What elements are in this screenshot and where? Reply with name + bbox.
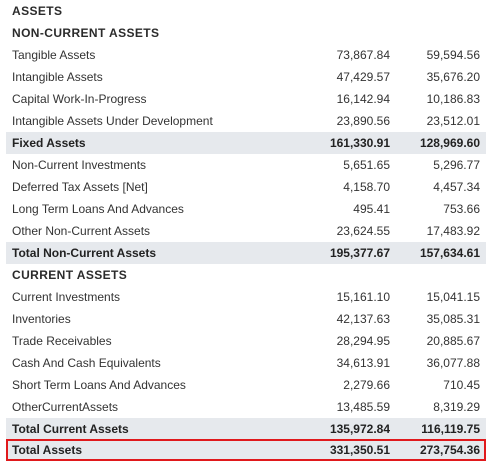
row-value-col2: 59,594.56 (426, 48, 480, 62)
row-value-col2: 5,296.77 (433, 158, 480, 172)
row-label: Tangible Assets (12, 48, 96, 62)
table-row-total-current-assets: Total Current Assets 135,972.84 116,119.… (6, 418, 486, 440)
row-label: Deferred Tax Assets [Net] (12, 180, 148, 194)
table-row-intangible-assets: Intangible Assets 47,429.57 35,676.20 (6, 66, 486, 88)
row-value-col2: 15,041.15 (426, 290, 480, 304)
table-row-current-investments: Current Investments 15,161.10 15,041.15 (6, 286, 486, 308)
row-value-col2: 116,119.75 (421, 422, 480, 436)
table-row-inventories: Inventories 42,137.63 35,085.31 (6, 308, 486, 330)
row-label: Fixed Assets (12, 136, 86, 150)
table-row-long-term-loans: Long Term Loans And Advances 495.41 753.… (6, 198, 486, 220)
table-row-fixed-assets: Fixed Assets 161,330.91 128,969.60 (6, 132, 486, 154)
row-value-col2: 10,186.83 (426, 92, 480, 106)
row-value-col1: 23,890.56 (336, 114, 390, 128)
row-label: Total Current Assets (12, 422, 129, 436)
table-row-tangible-assets: Tangible Assets 73,867.84 59,594.56 (6, 44, 486, 66)
row-value-col1: 42,137.63 (336, 312, 390, 326)
row-label: Trade Receivables (12, 334, 112, 348)
table-row-other-non-current-assets: Other Non-Current Assets 23,624.55 17,48… (6, 220, 486, 242)
row-label: Cash And Cash Equivalents (12, 356, 161, 370)
table-row-total-assets-highlighted: Total Assets 331,350.51 273,754.36 (6, 439, 486, 461)
non-current-assets-heading-row: NON-CURRENT ASSETS (6, 22, 486, 44)
row-value-col2: 273,754.36 (419, 443, 480, 457)
row-value-col1: 4,158.70 (343, 180, 390, 194)
row-value-col1: 16,142.94 (336, 92, 390, 106)
table-row-capital-wip: Capital Work-In-Progress 16,142.94 10,18… (6, 88, 486, 110)
table-row-non-current-investments: Non-Current Investments 5,651.65 5,296.7… (6, 154, 486, 176)
row-value-col1: 495.41 (353, 202, 390, 216)
row-label: Intangible Assets Under Development (12, 114, 213, 128)
row-value-col2: 8,319.29 (433, 400, 480, 414)
non-current-assets-heading: NON-CURRENT ASSETS (12, 26, 160, 40)
row-value-col2: 20,885.67 (426, 334, 480, 348)
table-row-cash-equivalents: Cash And Cash Equivalents 34,613.91 36,0… (6, 352, 486, 374)
row-value-col2: 4,457.34 (433, 180, 480, 194)
row-value-col1: 161,330.91 (329, 136, 390, 150)
row-value-col1: 15,161.10 (336, 290, 390, 304)
row-label: Inventories (12, 312, 71, 326)
row-value-col1: 34,613.91 (336, 356, 390, 370)
row-value-col1: 73,867.84 (336, 48, 390, 62)
row-value-col1: 331,350.51 (329, 443, 390, 457)
row-value-col1: 5,651.65 (343, 158, 390, 172)
row-label: Other Non-Current Assets (12, 224, 151, 238)
row-value-col2: 157,634.61 (419, 246, 480, 260)
table-row-short-term-loans: Short Term Loans And Advances 2,279.66 7… (6, 374, 486, 396)
current-assets-heading-row: CURRENT ASSETS (6, 264, 486, 286)
row-label: Short Term Loans And Advances (12, 378, 186, 392)
row-label: Intangible Assets (12, 70, 103, 84)
row-label: Capital Work-In-Progress (12, 92, 147, 106)
table-row-deferred-tax-assets: Deferred Tax Assets [Net] 4,158.70 4,457… (6, 176, 486, 198)
row-value-col2: 753.66 (443, 202, 480, 216)
table-row-trade-receivables: Trade Receivables 28,294.95 20,885.67 (6, 330, 486, 352)
row-value-col2: 36,077.88 (426, 356, 480, 370)
row-value-col1: 23,624.55 (336, 224, 390, 238)
assets-heading-row: ASSETS (6, 0, 486, 22)
row-value-col2: 17,483.92 (426, 224, 480, 238)
row-value-col1: 28,294.95 (336, 334, 390, 348)
row-label: Total Assets (12, 443, 83, 457)
row-value-col1: 13,485.59 (336, 400, 390, 414)
table-row-total-non-current-assets: Total Non-Current Assets 195,377.67 157,… (6, 242, 486, 264)
table-row-other-current-assets: OtherCurrentAssets 13,485.59 8,319.29 (6, 396, 486, 418)
row-label: Long Term Loans And Advances (12, 202, 184, 216)
current-assets-heading: CURRENT ASSETS (12, 268, 128, 282)
assets-heading: ASSETS (12, 4, 63, 18)
row-label: Current Investments (12, 290, 121, 304)
row-label: Non-Current Investments (12, 158, 147, 172)
table-row-intangible-under-development: Intangible Assets Under Development 23,8… (6, 110, 486, 132)
row-value-col1: 47,429.57 (336, 70, 390, 84)
row-label: OtherCurrentAssets (12, 400, 119, 414)
row-value-col1: 195,377.67 (329, 246, 390, 260)
row-value-col2: 128,969.60 (419, 136, 480, 150)
row-value-col1: 135,972.84 (329, 422, 390, 436)
row-value-col1: 2,279.66 (343, 378, 390, 392)
row-label: Total Non-Current Assets (12, 246, 157, 260)
row-value-col2: 35,085.31 (426, 312, 480, 326)
row-value-col2: 23,512.01 (426, 114, 480, 128)
row-value-col2: 35,676.20 (426, 70, 480, 84)
row-value-col2: 710.45 (443, 378, 480, 392)
